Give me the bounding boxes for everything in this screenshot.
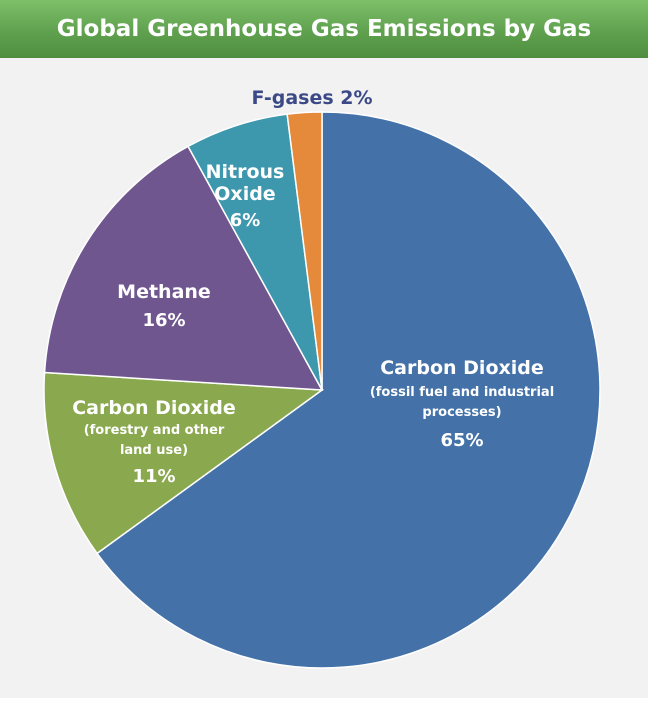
slice-label-co2-fossil-percent: 65%	[440, 430, 483, 451]
chart-header: Global Greenhouse Gas Emissions by Gas	[0, 0, 648, 58]
slice-co2-forestry	[43, 371, 325, 555]
slice-label-nitrous-name-2: Oxide	[214, 183, 275, 205]
slice-label-methane-percent: 16%	[142, 310, 185, 331]
chart-title: Global Greenhouse Gas Emissions by Gas	[56, 16, 592, 42]
slice-label-co2-forestry-detail-2: land use)	[120, 443, 188, 458]
slice-label-fgases-name: F-gases	[251, 87, 333, 109]
slice-label-co2-forestry-name: Carbon Dioxide	[72, 397, 236, 419]
slice-label-fgases-percent: 2%	[340, 87, 372, 109]
pie-labels: Carbon Dioxide (fossil fuel and industri…	[72, 87, 554, 487]
slice-label-nitrous-name-1: Nitrous	[206, 161, 285, 183]
slice-methane	[43, 145, 324, 391]
slice-label-co2-fossil-detail-2: processes)	[422, 405, 501, 420]
slice-label-fgases-space	[334, 87, 341, 109]
slice-f-gases	[286, 111, 323, 391]
slice-label-co2-fossil-detail-1: (fossil fuel and industrial	[370, 385, 554, 400]
slice-label-co2-fossil-name: Carbon Dioxide	[380, 357, 544, 379]
slice-label-co2-forestry-percent: 11%	[132, 466, 175, 487]
slice-label-nitrous-percent: 6%	[230, 210, 261, 231]
pie-slices	[43, 111, 601, 669]
slice-label-fgases: F-gases 2%	[251, 87, 372, 109]
slice-label-co2-forestry-detail-1: (forestry and other	[84, 423, 225, 438]
slice-co2-fossil	[96, 111, 601, 669]
slice-label-methane-name: Methane	[117, 281, 211, 303]
